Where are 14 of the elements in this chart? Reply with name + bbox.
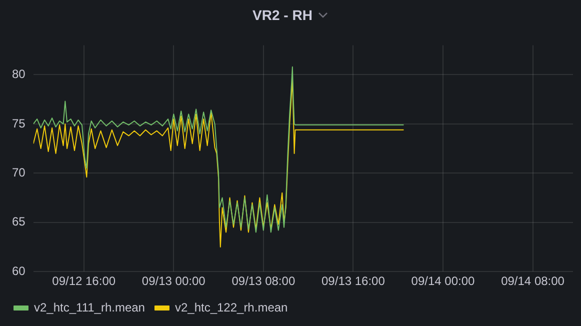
y-tick-label: 80 [12, 67, 26, 82]
x-tick-label: 09/13 00:00 [142, 274, 206, 288]
x-tick-label: 09/13 16:00 [322, 274, 386, 288]
x-tick-label: 09/14 08:00 [501, 274, 565, 288]
y-tick-label: 70 [12, 165, 26, 180]
x-tick-label: 09/12 16:00 [52, 274, 116, 288]
y-tick-label: 75 [12, 116, 26, 130]
y-tick-label: 65 [12, 214, 26, 229]
x-tick-label: 09/13 08:00 [232, 274, 296, 288]
legend-label: v2_htc_122_rh.mean [174, 300, 288, 314]
x-tick-label: 09/14 00:00 [411, 274, 476, 288]
chart-title: VR2 - RH [252, 7, 312, 23]
y-tick-label: 60 [12, 264, 26, 278]
legend-label: v2_htc_111_rh.mean [34, 300, 145, 314]
